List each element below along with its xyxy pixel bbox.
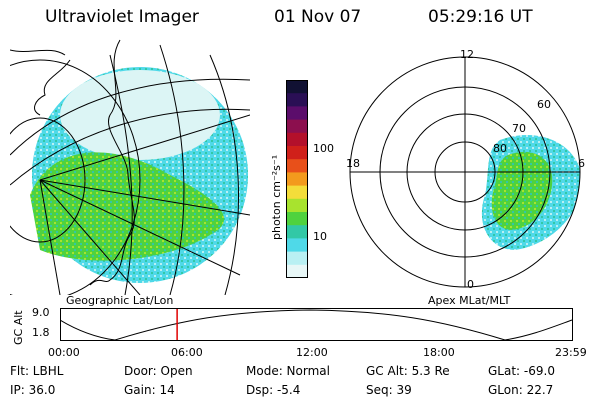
- aurora-green-region: [30, 152, 225, 261]
- colorbar-segment: [286, 251, 308, 266]
- status-ip: IP: 36.0: [10, 383, 56, 397]
- xtick-2359: 23:59: [555, 346, 587, 359]
- colorbar-segment: [286, 172, 308, 187]
- colorbar-segment: [286, 264, 308, 278]
- colorbar-segment: [286, 185, 308, 200]
- colorbar-segment: [286, 212, 308, 226]
- mlt-label-0: 0: [467, 278, 474, 291]
- colorbar-tick-100: 100: [313, 142, 334, 155]
- colorbar-tick-10: 10: [313, 230, 327, 243]
- colorbar-segment: [286, 93, 308, 107]
- colorbar-segment: [286, 146, 308, 160]
- mlt-label-6: 6: [578, 157, 585, 170]
- altitude-ymax: 9.0: [32, 306, 50, 319]
- altitude-ymin: 1.8: [32, 326, 50, 339]
- colorbar-unit-label: photon cm⁻²s⁻¹: [270, 154, 283, 240]
- mlt-label-12: 12: [460, 48, 474, 61]
- apex-caption: Apex MLat/MLT: [428, 294, 511, 307]
- colorbar: [286, 80, 308, 278]
- geo-caption: Geographic Lat/Lon: [66, 294, 174, 307]
- status-door: Door: Open: [124, 364, 193, 378]
- mlt-label-18: 18: [346, 157, 360, 170]
- status-gain: Gain: 14: [124, 383, 175, 397]
- time-label: 05:29:16 UT: [428, 7, 533, 27]
- date-label: 01 Nov 07: [274, 7, 362, 27]
- xtick-0600: 06:00: [171, 346, 203, 359]
- status-filter: Flt: LBHL: [10, 364, 64, 378]
- colorbar-segment: [286, 80, 308, 94]
- xtick-1800: 18:00: [423, 346, 455, 359]
- altitude-ylabel: GC Alt: [12, 310, 25, 345]
- colorbar-segment: [286, 132, 308, 147]
- status-dsp: Dsp: -5.4: [246, 383, 301, 397]
- colorbar-segment: [286, 119, 308, 134]
- colorbar-segment: [286, 198, 308, 213]
- coastline: [89, 39, 135, 286]
- status-glon: GLon: 22.7: [488, 383, 554, 397]
- mlat-label-70: 70: [512, 122, 526, 135]
- xtick-0000: 00:00: [48, 346, 80, 359]
- colorbar-segment: [286, 159, 308, 173]
- status-gc-alt: GC Alt: 5.3 Re: [366, 364, 450, 378]
- status-glat: GLat: -69.0: [488, 364, 555, 378]
- apex-polar-plot: [349, 56, 581, 288]
- geographic-map: [10, 39, 250, 295]
- altitude-curve: [60, 309, 573, 341]
- mlat-label-80: 80: [493, 142, 507, 155]
- status-seq: Seq: 39: [366, 383, 412, 397]
- altitude-plot: [60, 308, 573, 341]
- instrument-title: Ultraviolet Imager: [45, 7, 199, 27]
- colorbar-segment: [286, 106, 308, 121]
- mlat-label-60: 60: [537, 98, 551, 111]
- status-mode: Mode: Normal: [246, 364, 330, 378]
- colorbar-segment: [286, 238, 308, 253]
- colorbar-segment: [286, 225, 308, 239]
- aurora-oval-faint: [60, 70, 220, 160]
- xtick-1200: 12:00: [296, 346, 328, 359]
